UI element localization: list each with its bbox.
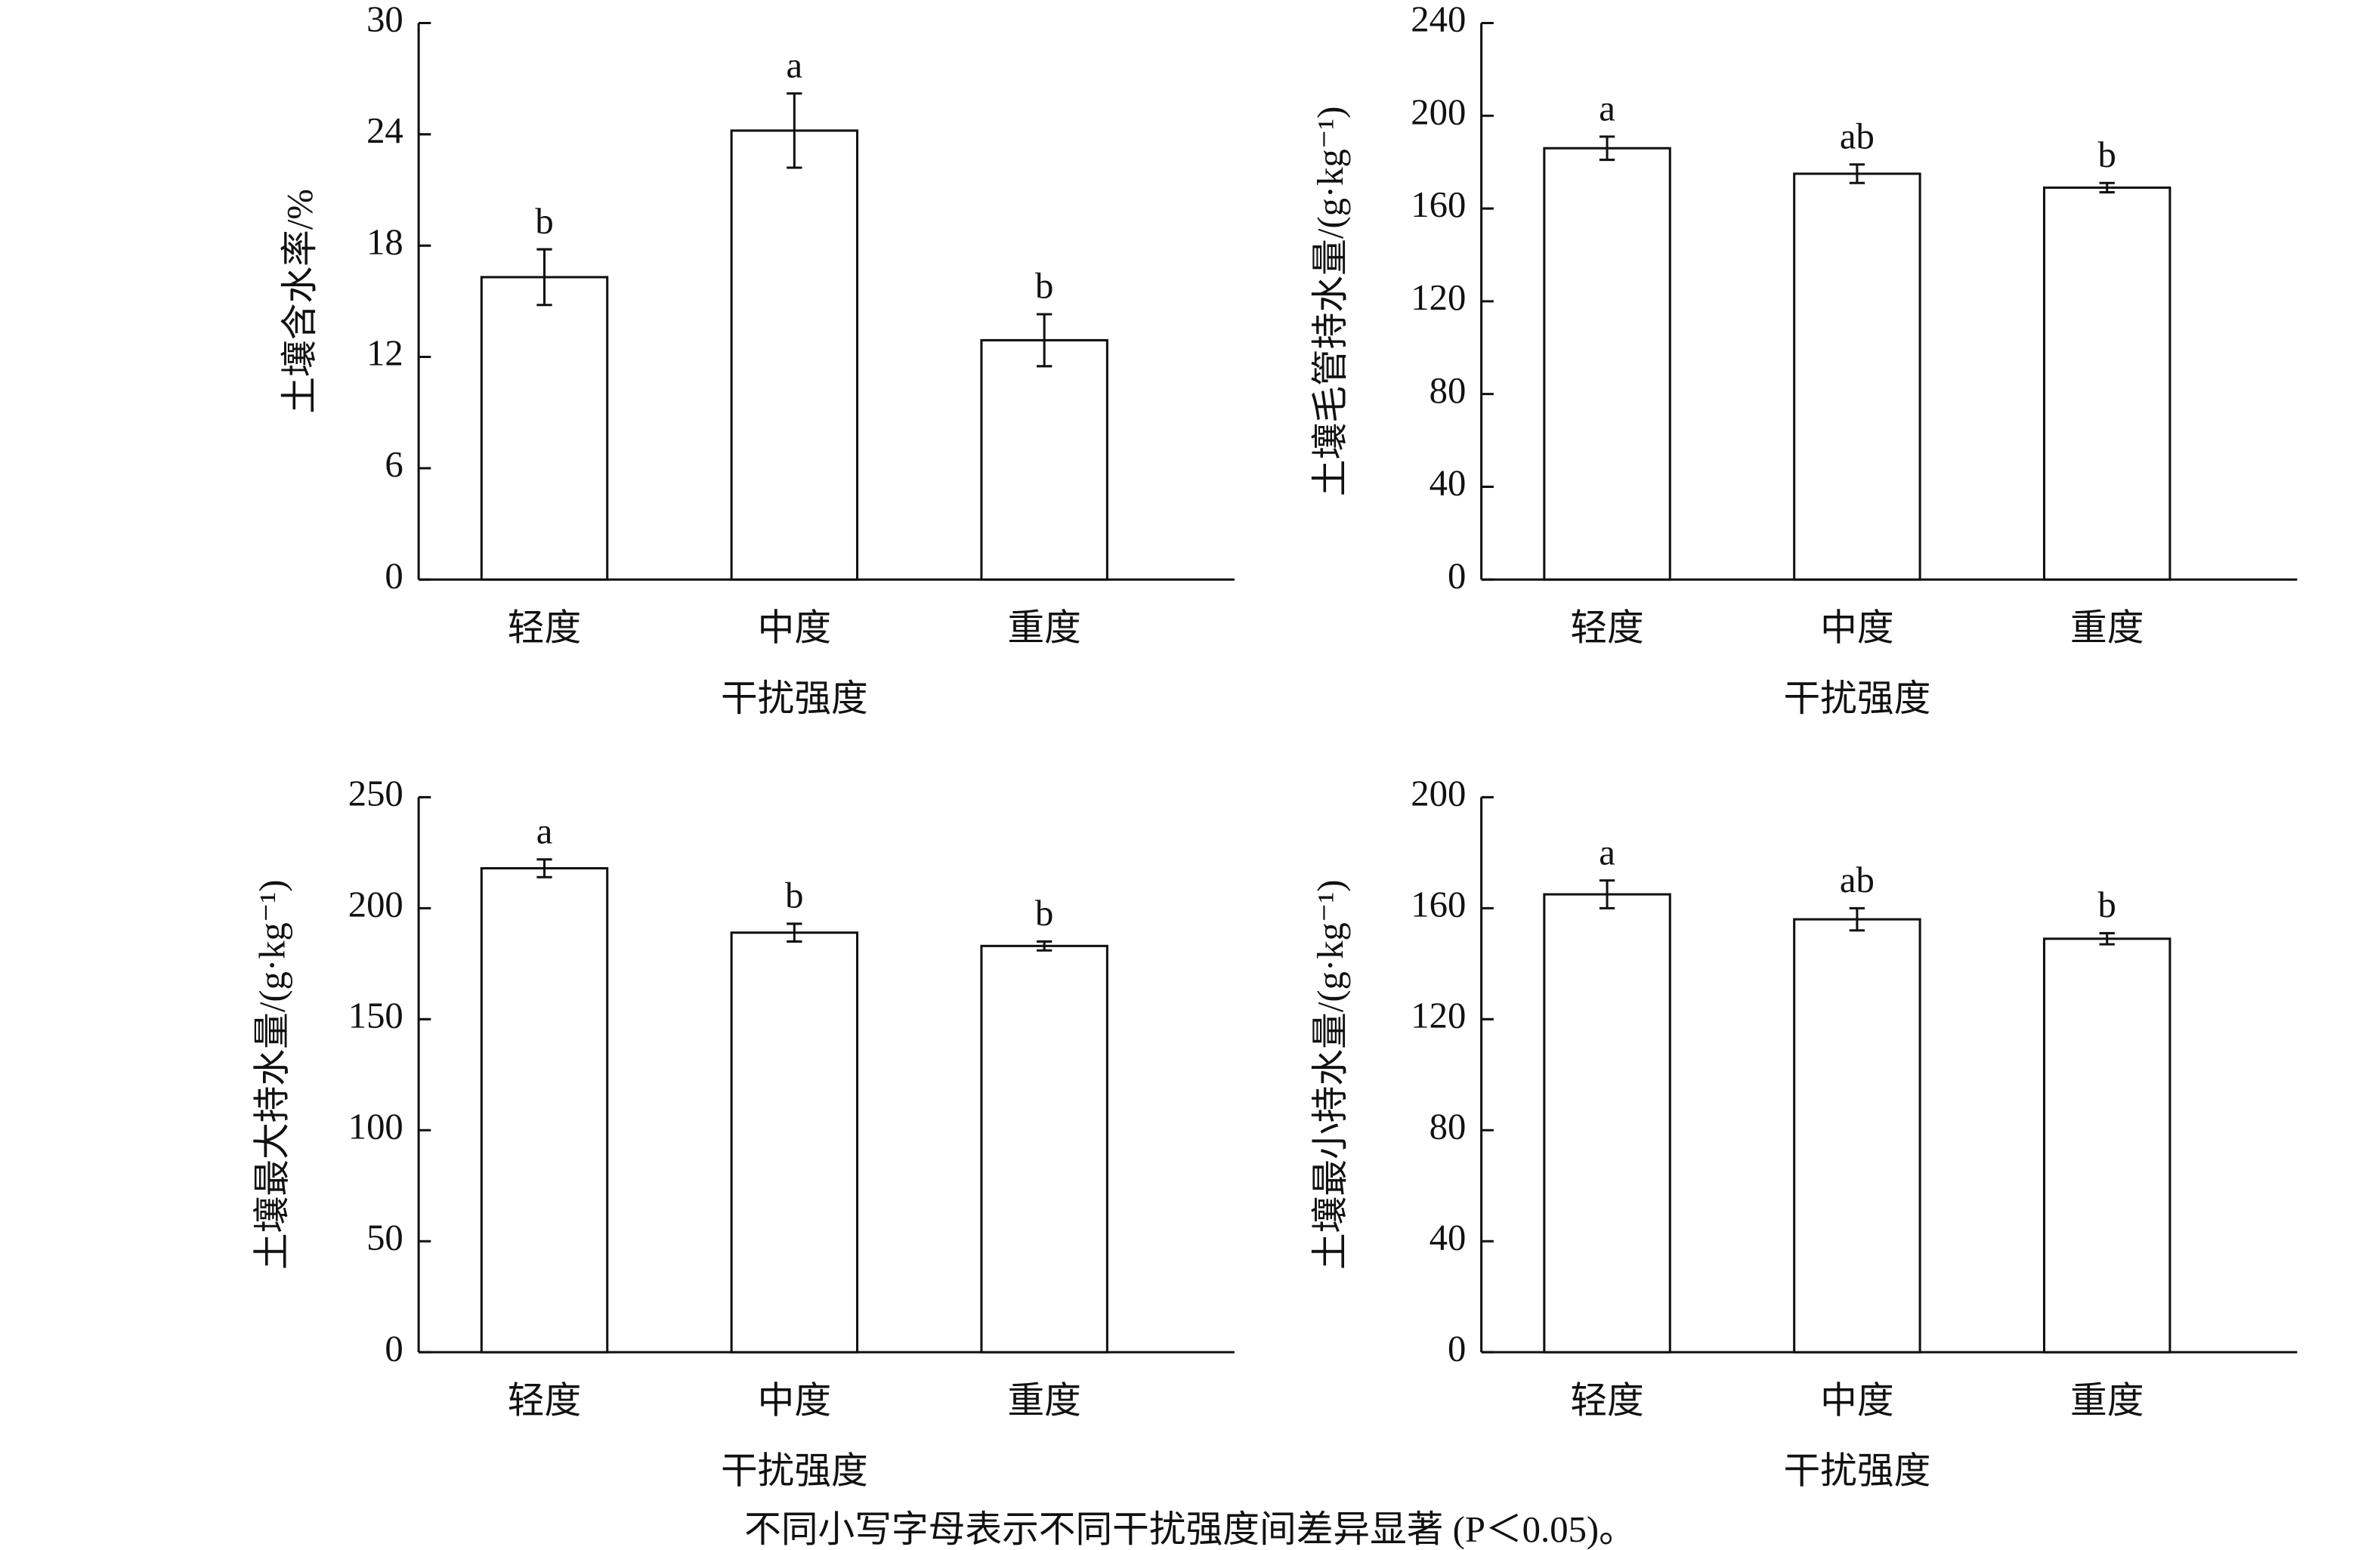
y-tick-label: 12 xyxy=(366,333,403,374)
significance-letter: a xyxy=(536,811,553,851)
y-axis-label: 土壤最小持水量/(g·kg⁻¹) xyxy=(1310,880,1351,1270)
y-tick-label: 40 xyxy=(1430,463,1467,504)
footnote: 不同小写字母表示不同干扰强度间差异显著 (P＜0.05)。 xyxy=(744,1509,1636,1550)
y-tick-label: 120 xyxy=(1411,277,1466,318)
x-tick-label: 轻度 xyxy=(508,607,581,648)
significance-letter: b xyxy=(2098,885,2116,925)
bar xyxy=(1543,147,1671,581)
significance-letter: a xyxy=(787,45,803,85)
bar xyxy=(2042,937,2171,1354)
bar xyxy=(980,944,1108,1354)
significance-letter: ab xyxy=(1840,116,1875,156)
y-tick-label: 0 xyxy=(1448,555,1466,596)
x-tick-label: 中度 xyxy=(758,607,831,648)
x-axis-label: 干扰强度 xyxy=(721,1451,868,1492)
x-tick-label: 中度 xyxy=(1820,607,1893,648)
bar xyxy=(1543,893,1671,1354)
y-tick-label: 24 xyxy=(366,110,403,151)
y-tick-label: 200 xyxy=(348,885,403,925)
bar xyxy=(980,338,1108,581)
y-tick-label: 250 xyxy=(348,773,403,814)
significance-letter: b xyxy=(2098,134,2116,175)
x-tick-label: 重度 xyxy=(2070,607,2144,648)
bar xyxy=(730,931,859,1354)
y-tick-label: 50 xyxy=(366,1217,403,1258)
x-tick-label: 轻度 xyxy=(508,1380,581,1421)
bar xyxy=(1793,918,1921,1354)
y-tick-label: 150 xyxy=(348,995,403,1036)
x-tick-label: 重度 xyxy=(1007,607,1080,648)
y-tick-label: 80 xyxy=(1430,1106,1467,1147)
y-tick-label: 18 xyxy=(366,221,403,262)
x-tick-label: 中度 xyxy=(1820,1380,1893,1421)
bar xyxy=(480,276,609,581)
y-tick-label: 200 xyxy=(1411,773,1466,814)
x-tick-label: 重度 xyxy=(1007,1380,1080,1421)
y-tick-label: 0 xyxy=(385,1328,403,1369)
y-axis-label: 土壤含水率/% xyxy=(280,189,320,414)
x-tick-label: 重度 xyxy=(2070,1380,2144,1421)
bar xyxy=(480,866,609,1354)
significance-letter: b xyxy=(1035,266,1053,307)
significance-letter: a xyxy=(1599,832,1615,872)
y-tick-label: 0 xyxy=(1448,1328,1466,1369)
y-tick-label: 200 xyxy=(1411,91,1466,132)
y-tick-label: 6 xyxy=(385,444,403,485)
y-tick-label: 100 xyxy=(348,1106,403,1147)
y-axis-label: 土壤最大持水量/(g·kg⁻¹) xyxy=(252,880,293,1270)
y-tick-label: 30 xyxy=(366,0,403,40)
significance-letter: b xyxy=(1035,893,1053,934)
significance-letter: a xyxy=(1599,88,1615,129)
significance-letter: b xyxy=(535,201,553,242)
y-tick-label: 0 xyxy=(385,555,403,596)
x-axis-label: 干扰强度 xyxy=(1783,1451,1930,1492)
x-axis-label: 干扰强度 xyxy=(1783,678,1930,719)
y-tick-label: 160 xyxy=(1411,184,1466,225)
bar xyxy=(730,129,859,581)
x-tick-label: 中度 xyxy=(758,1380,831,1421)
y-tick-label: 80 xyxy=(1430,370,1467,411)
y-tick-label: 40 xyxy=(1430,1217,1467,1258)
x-axis-label: 干扰强度 xyxy=(721,678,868,719)
significance-letter: b xyxy=(785,875,803,916)
y-tick-label: 240 xyxy=(1411,0,1466,40)
y-axis-label: 土壤毛管持水量/(g·kg⁻¹) xyxy=(1310,107,1351,496)
bar xyxy=(1793,172,1921,581)
bar xyxy=(2042,186,2171,581)
x-tick-label: 轻度 xyxy=(1570,607,1643,648)
significance-letter: ab xyxy=(1840,860,1875,900)
x-tick-label: 轻度 xyxy=(1570,1380,1643,1421)
y-tick-label: 120 xyxy=(1411,995,1466,1036)
y-tick-label: 160 xyxy=(1411,885,1466,925)
